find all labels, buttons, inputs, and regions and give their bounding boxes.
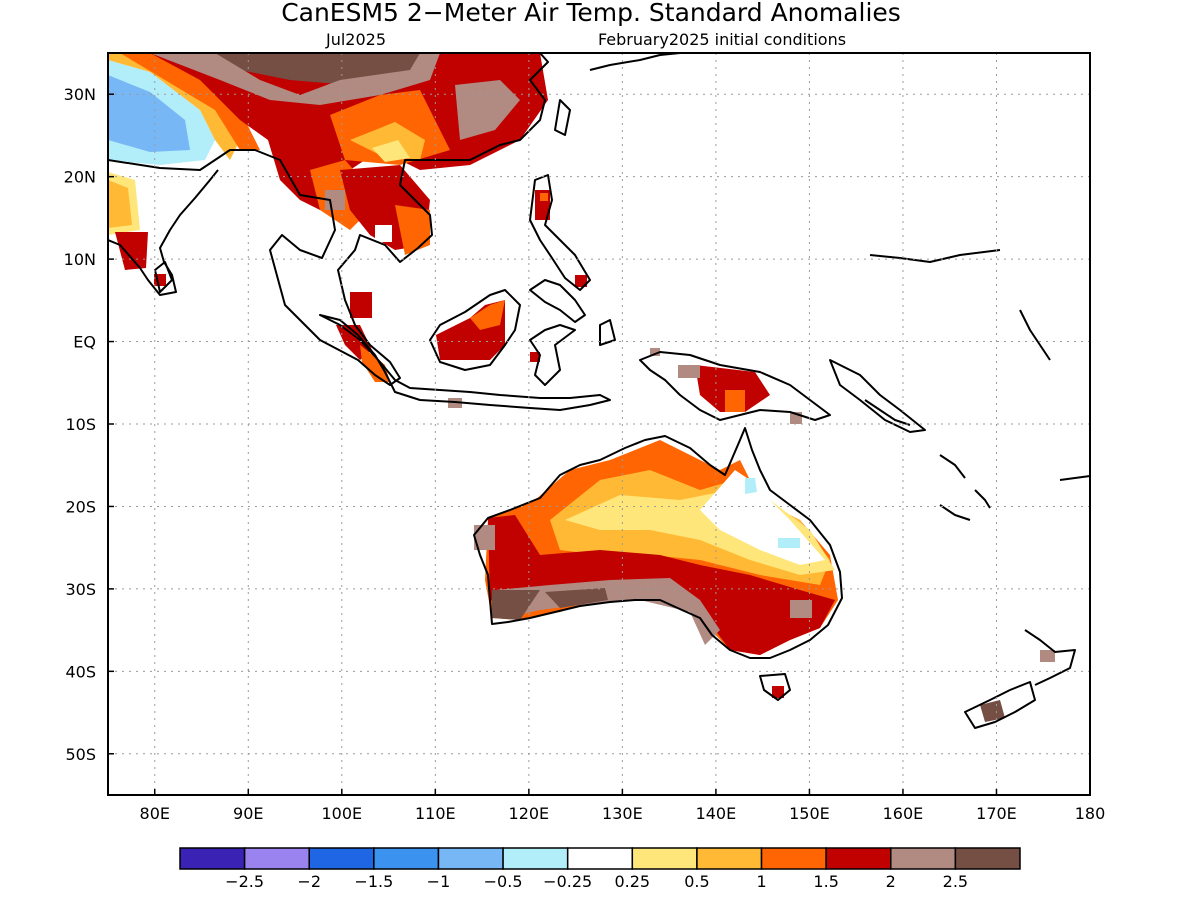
- lon-tick-label: 130E: [602, 804, 643, 823]
- legend-color-swatch: [308, 847, 375, 870]
- legend-color-swatch: [243, 847, 310, 870]
- lat-tick-label: 10S: [65, 415, 96, 434]
- lat-tick-label: EQ: [73, 333, 96, 352]
- lon-tick-label: 80E: [140, 804, 170, 823]
- legend-color-swatch: [502, 847, 569, 870]
- color-legend: −2.5 −2 −1.5 −1 −0.5 −0.25 0.25 0.5 1 1.5 2 2.5: [179, 847, 1021, 891]
- legend-tick-label: −0.25: [543, 872, 592, 891]
- legend-color-swatch: [890, 847, 957, 870]
- legend-tick-label: 1: [756, 872, 766, 891]
- legend-color-swatch: [760, 847, 827, 870]
- lon-tick-label: 150E: [789, 804, 830, 823]
- legend-color-swatch: [631, 847, 698, 870]
- legend-tick-label: −1.5: [354, 872, 393, 891]
- legend-tick-label: −0.5: [484, 872, 523, 891]
- legend-tick-label: 0.5: [684, 872, 709, 891]
- legend-color-swatch: [437, 847, 504, 870]
- subtitle-lead-month: Jul2025: [325, 30, 386, 49]
- legend-color-swatch: [825, 847, 892, 870]
- australia-coastline: [473, 427, 843, 659]
- lat-tick-label: 10N: [64, 250, 96, 269]
- lon-tick-label: 140E: [696, 804, 737, 823]
- lon-tick-label: 90E: [233, 804, 263, 823]
- legend-color-swatch: [179, 847, 246, 870]
- lon-tick-label: 160E: [883, 804, 924, 823]
- subtitle-initial-conditions: February2025 initial conditions: [598, 30, 846, 49]
- lat-tick-label: 20N: [64, 168, 96, 187]
- legend-tick-label: 2.5: [943, 872, 968, 891]
- legend-tick-label: −1: [427, 872, 451, 891]
- map-title: CanESM5 2−Meter Air Temp. Standard Anoma…: [281, 0, 901, 27]
- legend-tick-label: −2: [297, 872, 321, 891]
- longitude-axis: 80E 90E 100E 110E 120E 130E 140E 150E 160E 170E 18…: [140, 789, 1106, 823]
- lat-tick-label: 50S: [65, 745, 96, 764]
- lat-tick-label: 20S: [65, 497, 96, 516]
- lon-tick-label: 120E: [509, 804, 550, 823]
- lon-tick-label: 110E: [415, 804, 456, 823]
- anomaly-map: 80E 90E 100E 110E 120E 130E 140E 150E 160E 170E 18…: [64, 52, 1106, 823]
- legend-color-swatch: [954, 847, 1021, 870]
- lon-tick-label: 170E: [976, 804, 1017, 823]
- lon-tick-label: 100E: [321, 804, 362, 823]
- legend-tick-label: 1.5: [813, 872, 838, 891]
- latitude-axis: 30N 20N 10N EQ 10S 20S 30S 40S 50S: [64, 85, 114, 764]
- lat-tick-label: 40S: [65, 662, 96, 681]
- legend-color-swatch: [373, 847, 440, 870]
- anomaly-shading: [108, 53, 1055, 722]
- cool-anomaly-region: [108, 75, 190, 152]
- lat-tick-label: 30N: [64, 85, 96, 104]
- coastlines: [108, 53, 1090, 729]
- legend-color-swatch: [566, 847, 634, 870]
- legend-tick-label: −2.5: [225, 872, 264, 891]
- lat-tick-label: 30S: [65, 580, 96, 599]
- legend-color-swatch: [696, 847, 763, 870]
- lon-tick-label: 180: [1075, 804, 1106, 823]
- legend-tick-label: 0.25: [614, 872, 650, 891]
- legend-tick-label: 2: [886, 872, 896, 891]
- map-gridlines: [108, 53, 1090, 795]
